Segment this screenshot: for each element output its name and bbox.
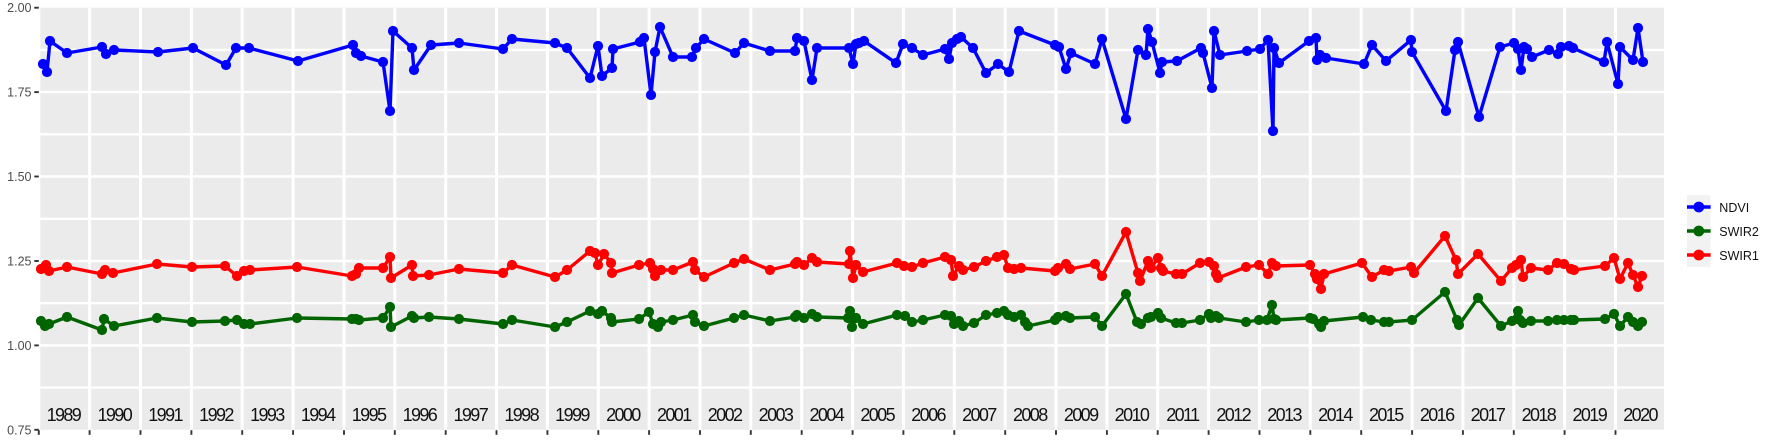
svg-text:NDVI: NDVI	[1719, 201, 1749, 215]
svg-text:2019: 2019	[1572, 405, 1607, 425]
svg-text:2006: 2006	[911, 405, 946, 425]
svg-text:2012: 2012	[1216, 405, 1251, 425]
svg-text:2003: 2003	[759, 405, 794, 425]
svg-text:2001: 2001	[657, 405, 692, 425]
svg-text:1.75: 1.75	[7, 86, 31, 100]
svg-text:2004: 2004	[809, 405, 844, 425]
svg-text:2010: 2010	[1115, 405, 1150, 425]
svg-text:1.00: 1.00	[7, 339, 31, 353]
svg-text:1989: 1989	[47, 405, 82, 425]
svg-text:SWIR2: SWIR2	[1719, 225, 1759, 239]
svg-text:2008: 2008	[1013, 405, 1048, 425]
svg-text:1990: 1990	[97, 405, 132, 425]
svg-text:2020: 2020	[1623, 405, 1658, 425]
svg-text:2013: 2013	[1267, 405, 1302, 425]
svg-text:2016: 2016	[1420, 405, 1455, 425]
svg-text:1.50: 1.50	[7, 170, 31, 184]
svg-text:SWIR1: SWIR1	[1719, 249, 1759, 263]
svg-text:2007: 2007	[962, 405, 997, 425]
svg-text:1999: 1999	[555, 405, 590, 425]
svg-text:1992: 1992	[199, 405, 234, 425]
svg-text:2015: 2015	[1369, 405, 1404, 425]
svg-text:2017: 2017	[1471, 405, 1506, 425]
svg-text:2005: 2005	[860, 405, 895, 425]
svg-text:1.25: 1.25	[7, 255, 31, 269]
svg-text:1995: 1995	[352, 405, 387, 425]
svg-text:1997: 1997	[453, 405, 488, 425]
svg-text:2002: 2002	[708, 405, 743, 425]
svg-text:1991: 1991	[148, 405, 183, 425]
svg-text:2018: 2018	[1522, 405, 1557, 425]
svg-text:2011: 2011	[1166, 405, 1200, 425]
svg-text:1993: 1993	[250, 405, 285, 425]
svg-text:0.75: 0.75	[7, 423, 31, 437]
svg-text:2014: 2014	[1318, 405, 1353, 425]
svg-text:1996: 1996	[403, 405, 438, 425]
svg-text:2.00: 2.00	[7, 1, 31, 15]
svg-text:1994: 1994	[301, 405, 336, 425]
svg-text:2009: 2009	[1064, 405, 1099, 425]
svg-text:2000: 2000	[606, 405, 641, 425]
svg-text:1998: 1998	[504, 405, 539, 425]
